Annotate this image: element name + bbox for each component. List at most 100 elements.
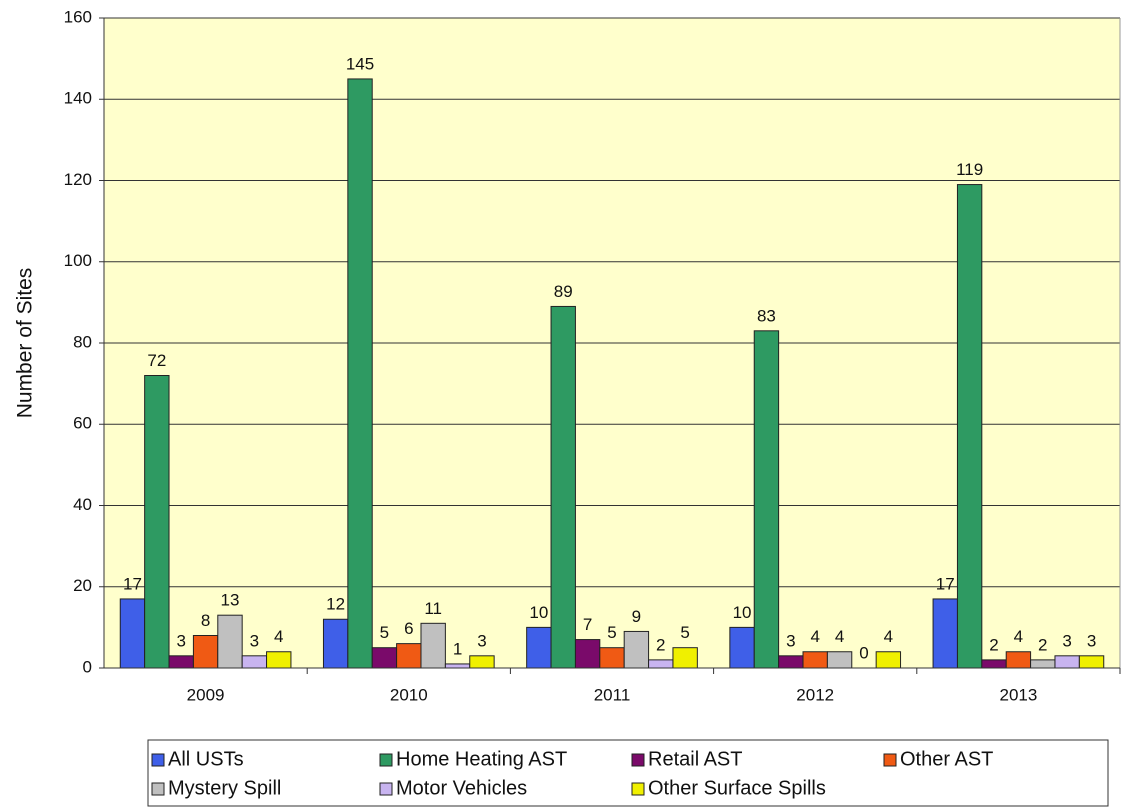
- data-label: 3: [1062, 631, 1071, 650]
- bar: [192, 635, 219, 669]
- data-label: 2: [656, 635, 665, 654]
- bar: [574, 639, 601, 669]
- y-tick-label: 160: [64, 7, 92, 26]
- bar: [1054, 655, 1080, 669]
- data-label: 3: [250, 631, 259, 650]
- data-label: 145: [346, 54, 374, 73]
- bar: [396, 643, 422, 669]
- data-label: 10: [733, 603, 752, 622]
- data-label: 5: [380, 623, 389, 642]
- bar: [875, 651, 902, 669]
- bar: [648, 659, 674, 669]
- bar: [347, 78, 373, 669]
- bar: [932, 598, 958, 669]
- y-tick-label: 20: [73, 576, 92, 595]
- data-label: 89: [554, 282, 573, 301]
- data-label: 3: [176, 631, 185, 650]
- x-tick-label: 2010: [390, 685, 428, 704]
- data-label: 11: [424, 599, 442, 618]
- data-label: 3: [786, 631, 795, 650]
- y-tick-label: 140: [64, 89, 92, 108]
- data-label: 3: [1087, 631, 1096, 650]
- bar: [444, 663, 471, 669]
- data-label: 4: [810, 627, 819, 646]
- x-tick-label: 2009: [187, 685, 225, 704]
- data-label: 17: [123, 574, 142, 593]
- bar: [729, 626, 755, 669]
- data-label: 4: [835, 627, 844, 646]
- bar: [623, 630, 650, 669]
- bar: [1078, 655, 1105, 669]
- data-label: 17: [936, 574, 955, 593]
- legend-label: Retail AST: [648, 748, 742, 770]
- legend-box: [147, 739, 1109, 807]
- x-tick-label: 2011: [594, 685, 631, 704]
- data-label: 8: [201, 611, 210, 630]
- data-label: 5: [607, 623, 616, 642]
- bar: [469, 655, 495, 669]
- data-label: 5: [680, 623, 689, 642]
- legend-swatch: [631, 753, 645, 767]
- data-label: 3: [477, 631, 486, 650]
- bar: [420, 622, 446, 669]
- data-label: 6: [404, 619, 413, 638]
- legend-label: Mystery Spill: [168, 777, 281, 799]
- bar: [217, 614, 243, 669]
- x-tick-label: 2013: [999, 685, 1037, 704]
- legend-swatch: [151, 782, 165, 796]
- bar: [1030, 659, 1056, 669]
- bar: [1005, 651, 1032, 669]
- x-tick-label: 2012: [796, 685, 834, 704]
- legend-label: Home Heating AST: [396, 748, 567, 770]
- data-label: 72: [147, 351, 166, 370]
- legend-label: Other Surface Spills: [648, 777, 826, 799]
- data-label: 0: [859, 643, 868, 662]
- legend-label: All USTs: [168, 748, 244, 770]
- bar: [956, 184, 983, 669]
- data-label: 4: [1014, 627, 1023, 646]
- bar: [322, 618, 349, 669]
- bar: [144, 375, 170, 669]
- legend-swatch: [379, 782, 393, 796]
- data-label: 4: [884, 627, 893, 646]
- bar: [778, 655, 804, 669]
- bar: [550, 305, 576, 669]
- bar: [753, 330, 780, 669]
- bar: [119, 598, 146, 669]
- bar: [599, 647, 625, 669]
- bar: [241, 655, 268, 669]
- data-label: 1: [453, 639, 462, 658]
- data-label: 4: [274, 627, 283, 646]
- data-label: 10: [529, 603, 548, 622]
- data-label: 7: [583, 615, 592, 634]
- y-tick-label: 80: [73, 332, 92, 351]
- y-tick-label: 0: [83, 657, 92, 676]
- bar: [526, 626, 552, 669]
- legend-swatch: [631, 782, 645, 796]
- bar: [802, 651, 828, 669]
- data-label: 13: [221, 591, 240, 610]
- y-tick-label: 120: [64, 170, 92, 189]
- bar: [266, 651, 292, 669]
- y-tick-label: 60: [73, 414, 92, 433]
- data-label: 12: [326, 595, 345, 614]
- bar: [981, 659, 1007, 669]
- y-tick-label: 40: [73, 495, 92, 514]
- bar: [826, 651, 853, 669]
- bar: [371, 647, 398, 669]
- data-label: 9: [632, 607, 641, 626]
- legend-label: Other AST: [900, 748, 993, 770]
- y-tick-label: 100: [64, 251, 92, 270]
- data-label: 119: [956, 160, 983, 179]
- data-label: 83: [757, 306, 776, 325]
- legend-label: Motor Vehicles: [396, 777, 527, 799]
- legend-swatch: [151, 753, 165, 767]
- bar: [672, 647, 698, 669]
- y-axis-label: Number of Sites: [14, 268, 37, 419]
- data-label: 2: [1038, 635, 1047, 654]
- bar: [168, 655, 194, 669]
- data-label: 2: [989, 635, 998, 654]
- legend-swatch: [379, 753, 393, 767]
- legend-swatch: [883, 753, 897, 767]
